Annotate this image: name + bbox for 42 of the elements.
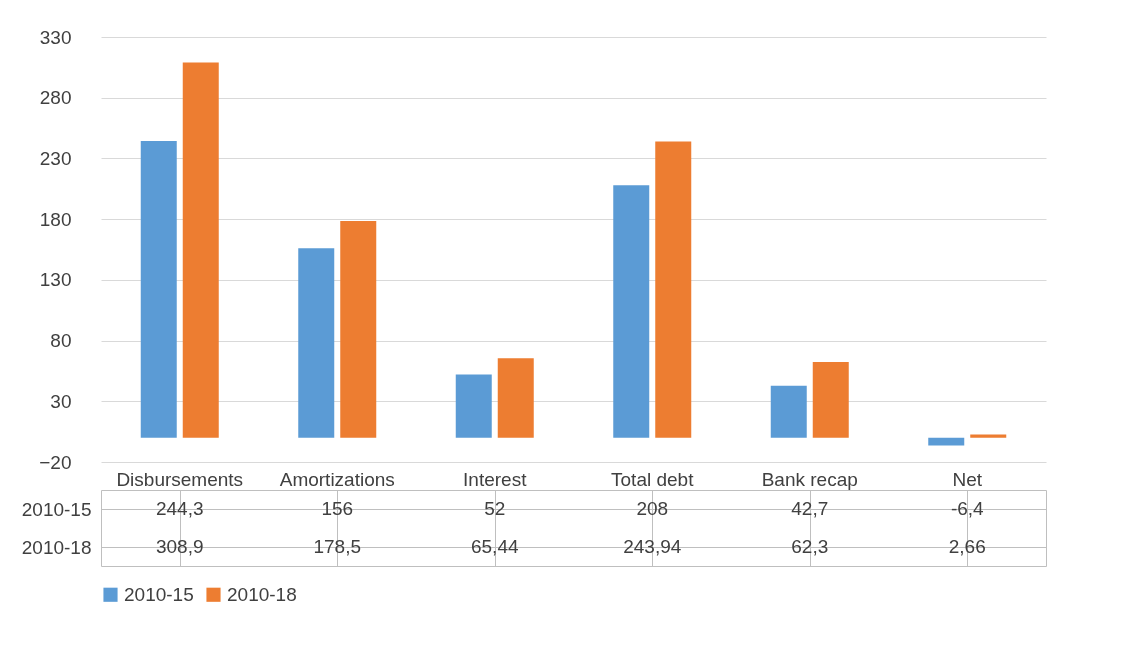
x-tick-label: Net	[952, 468, 983, 490]
bar	[455, 374, 492, 438]
bar	[970, 434, 1007, 438]
bar	[340, 220, 377, 438]
bar	[140, 141, 177, 438]
x-tick-label: Amortizations	[279, 468, 395, 490]
bar	[613, 185, 650, 438]
data-label: 244,3	[155, 498, 204, 519]
data-label: 2,66	[948, 536, 986, 557]
legend-label: 2010-15	[124, 583, 194, 605]
bar	[812, 362, 849, 438]
x-tick-label: Interest	[463, 468, 528, 490]
data-label: 243,94	[623, 536, 682, 557]
text: 2010-18	[21, 536, 92, 558]
bar	[928, 437, 965, 446]
bar	[655, 141, 692, 438]
y-tick-label: 130	[39, 269, 72, 291]
x-tick-label: Disbursements	[116, 468, 244, 490]
y-tick-label: −20	[39, 451, 72, 473]
bar	[497, 358, 534, 438]
text: 2010-15	[21, 498, 92, 520]
data-label: 42,7	[791, 498, 829, 519]
bar	[182, 62, 219, 438]
data-label: 65,44	[470, 536, 519, 557]
data-label: -6,4	[950, 498, 985, 519]
y-tick-label: 30	[50, 390, 72, 412]
data-label: 52	[484, 498, 506, 519]
y-tick-label: 330	[39, 26, 72, 48]
data-label: 208	[636, 498, 669, 519]
data-label: 178,5	[313, 536, 362, 557]
x-tick-label: Total debt	[611, 468, 695, 490]
y-tick-label: 180	[39, 208, 72, 230]
y-tick-label: 280	[39, 87, 72, 109]
bar	[770, 385, 807, 438]
bar	[298, 248, 335, 438]
data-label: 308,9	[155, 536, 204, 557]
y-tick-label: 80	[50, 330, 72, 352]
data-label: 62,3	[791, 536, 829, 557]
legend-label: 2010-18	[227, 583, 297, 605]
y-tick-label: 230	[39, 147, 72, 169]
x-tick-label: Bank recap	[761, 468, 858, 490]
data-label: 156	[321, 498, 354, 519]
